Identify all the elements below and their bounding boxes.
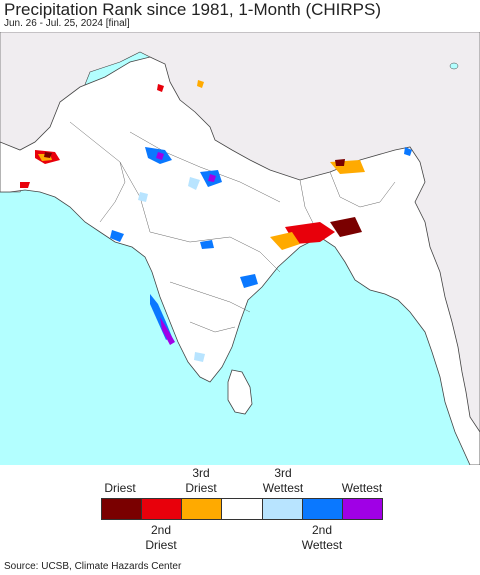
dry-patch-kashmir <box>157 84 164 92</box>
legend-swatch-normal <box>222 499 263 519</box>
driest-patch-bengal <box>330 217 362 237</box>
legend-label-2nd-wettest: 2nd Wettest <box>301 523 343 552</box>
map-title: Precipitation Rank since 1981, 1-Month (… <box>4 0 381 19</box>
legend-swatch-2nd-driest <box>142 499 183 519</box>
dry-patch-north-orange <box>197 80 204 88</box>
wet-patch-east <box>240 274 258 288</box>
wettest-patch-north <box>156 152 164 160</box>
light-wet-west <box>138 192 148 202</box>
driest-patch-nepal <box>335 159 345 166</box>
land-region <box>0 56 480 465</box>
light-wet-south <box>194 352 205 362</box>
legend-swatch-3rd-wettest <box>262 499 303 519</box>
legend-label-3rd-driest: 3rd Driest <box>185 466 217 495</box>
wet-patch-gujarat <box>110 230 124 242</box>
legend-label-driest: Driest <box>104 481 136 495</box>
legend-label-2nd-driest: 2nd Driest <box>145 523 177 552</box>
light-wet-central <box>188 177 200 190</box>
lake <box>449 62 459 70</box>
sri-lanka <box>227 369 253 415</box>
legend-swatch-2nd-wettest <box>302 499 343 519</box>
dry-patches <box>20 80 365 250</box>
legend-swatch-driest <box>102 499 143 519</box>
dry-patch-bengal-orange <box>270 232 300 250</box>
legend-swatch-3rd-driest <box>182 499 223 519</box>
wet-patch-deccan <box>200 240 214 249</box>
wet-patch-northeast <box>404 147 412 156</box>
wettest-patch-central <box>208 174 216 182</box>
legend-color-bar <box>101 498 383 520</box>
driest-patch-pakistan <box>44 152 52 158</box>
wettest-patch-west-coast <box>160 317 175 345</box>
legend-label-wettest: Wettest <box>341 481 383 495</box>
dry-patch-bengal <box>285 222 335 244</box>
precipitation-rank-map <box>0 32 480 465</box>
wet-patches <box>110 147 412 362</box>
legend-swatch-wettest <box>342 499 382 519</box>
dry-patch-west-balochistan <box>20 182 30 188</box>
legend-label-3rd-wettest: 3rd Wettest <box>262 466 304 495</box>
source-credit: Source: UCSB, Climate Hazards Center <box>4 561 182 572</box>
map-subtitle: Jun. 26 - Jul. 25, 2024 [final] <box>4 18 130 29</box>
